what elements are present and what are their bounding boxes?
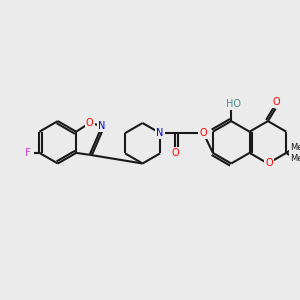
Text: N: N [156,128,164,138]
Text: Me: Me [290,154,300,163]
Text: O: O [265,158,273,169]
Text: N: N [98,121,106,131]
Text: HO: HO [226,99,241,109]
Text: O: O [86,118,93,128]
Text: O: O [172,148,179,158]
Text: Me: Me [290,142,300,152]
Text: F: F [25,148,31,158]
Text: O: O [273,97,280,107]
Text: O: O [200,128,207,138]
